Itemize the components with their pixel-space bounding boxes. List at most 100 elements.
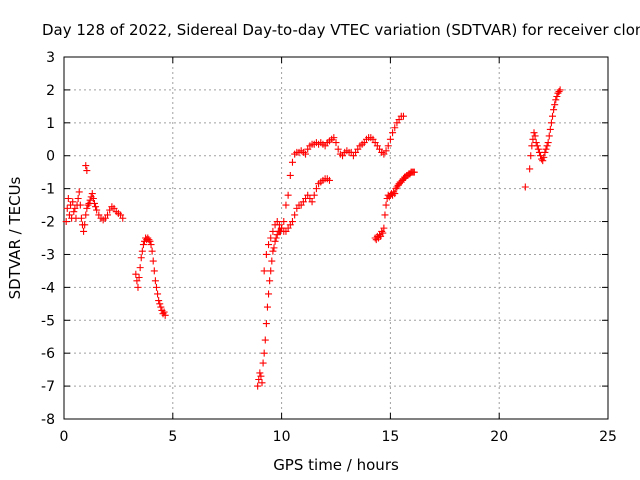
data-point — [74, 195, 82, 203]
data-point — [75, 188, 83, 196]
data-point — [284, 191, 292, 199]
data-point — [86, 196, 94, 204]
series-seg1 — [62, 188, 127, 235]
y-tick-label: 3 — [46, 50, 55, 66]
y-tick-label: -8 — [41, 412, 55, 428]
data-point — [265, 241, 273, 249]
data-point — [262, 250, 270, 258]
plot-frame — [63, 56, 609, 420]
data-point — [83, 167, 91, 175]
data-point — [263, 303, 271, 311]
series-seg1-outlier — [82, 162, 91, 175]
data-point — [63, 204, 71, 212]
data-point — [69, 198, 77, 206]
data-point — [262, 320, 270, 328]
x-axis-label: GPS time / hours — [273, 456, 399, 474]
data-point — [70, 208, 78, 216]
data-point — [556, 86, 564, 94]
data-point — [391, 124, 399, 132]
data-point — [531, 132, 539, 140]
data-point — [64, 195, 72, 203]
data-point — [379, 229, 387, 237]
x-tick-label: 25 — [599, 429, 617, 445]
y-tick-label: 0 — [46, 149, 55, 165]
data-point — [546, 125, 554, 133]
series-seg6 — [521, 86, 564, 191]
data-point — [155, 297, 163, 305]
data-point — [530, 129, 538, 137]
data-point — [527, 152, 535, 160]
data-point — [260, 349, 268, 357]
x-tick-label: 5 — [168, 429, 177, 445]
data-point — [410, 168, 418, 176]
data-point — [526, 165, 534, 173]
data-point — [533, 142, 541, 150]
data-point — [541, 148, 549, 156]
data-point — [542, 145, 550, 153]
series-seg2 — [132, 234, 169, 319]
data-point — [76, 201, 84, 209]
data-point — [83, 204, 91, 212]
data-point — [266, 277, 274, 285]
data-point — [551, 101, 559, 109]
data-point — [308, 198, 316, 206]
data-point — [104, 211, 112, 219]
data-point — [545, 132, 553, 140]
data-point — [334, 145, 342, 153]
x-tick-label: 15 — [381, 429, 399, 445]
data-point — [532, 139, 540, 147]
data-point — [134, 283, 142, 291]
data-point — [132, 270, 140, 278]
data-point — [540, 153, 548, 161]
data-point — [389, 129, 397, 137]
data-point — [382, 201, 390, 209]
data-point — [77, 214, 85, 222]
data-point — [135, 273, 143, 281]
data-point — [139, 241, 147, 249]
data-point — [391, 190, 399, 198]
data-point — [157, 303, 165, 311]
data-point — [82, 162, 90, 170]
data-point — [148, 247, 156, 255]
data-point — [92, 203, 100, 211]
data-point — [325, 176, 333, 184]
data-point — [138, 247, 146, 255]
data-point — [62, 218, 70, 226]
data-point — [386, 135, 394, 143]
data-point — [88, 190, 96, 198]
series-seg4 — [260, 175, 333, 275]
axis-ticks: 0 5 10 15 20 25 -8 -7 -6 -5 -4 -3 -2 -1 0 1 2 3 — [41, 50, 617, 445]
data-point — [267, 267, 275, 275]
data-point — [380, 224, 388, 232]
data-point — [312, 185, 320, 193]
data-point — [151, 277, 159, 285]
data-point — [147, 241, 155, 249]
data-point — [269, 247, 277, 255]
data-point — [544, 139, 552, 147]
data-point — [145, 236, 153, 244]
data-point — [261, 336, 269, 344]
data-point — [84, 201, 92, 209]
data-point — [161, 311, 169, 319]
data-point — [310, 191, 318, 199]
data-point — [288, 218, 296, 226]
data-point — [549, 112, 557, 120]
data-point — [260, 267, 268, 275]
data-point — [154, 290, 162, 298]
y-tick-label: -7 — [41, 379, 55, 395]
chart-title: Day 128 of 2022, Sidereal Day-to-day VTE… — [42, 21, 640, 39]
data-point — [269, 227, 277, 235]
data-point — [137, 254, 145, 262]
y-axis-label: SDTVAR / TECUs — [6, 176, 24, 299]
y-tick-label: 1 — [46, 116, 55, 132]
x-tick-label: 10 — [273, 429, 291, 445]
data-point — [156, 300, 164, 308]
data-point — [149, 257, 157, 265]
data-point — [521, 183, 529, 191]
data-point — [550, 106, 558, 114]
y-tick-label: -3 — [41, 247, 55, 263]
data-point — [280, 218, 288, 226]
data-point — [256, 369, 264, 377]
series-seg5 — [371, 168, 418, 244]
